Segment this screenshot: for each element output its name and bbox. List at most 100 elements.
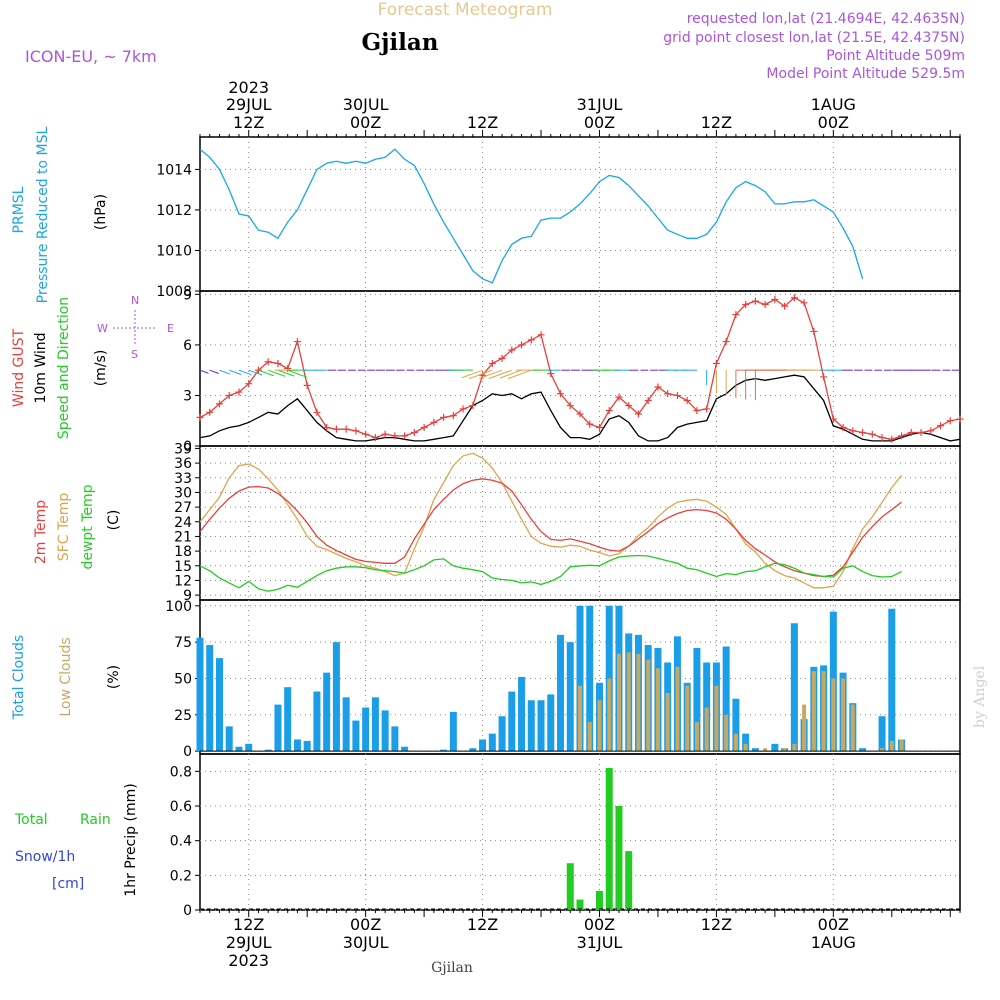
total-cloud-bar [196,637,204,752]
total-cloud-bar [274,704,282,752]
top-time-hour: 00Z [818,113,849,132]
gust-marker [410,429,418,437]
gust-marker [215,400,223,408]
total-cloud-bar [401,746,409,752]
y-tick-label: 100 [165,599,192,615]
gust-marker [849,427,857,435]
gust-marker [245,380,253,388]
precip-unit: 1hr Precip (mm) [123,783,139,896]
gust-marker [488,359,496,367]
pressure-label-2: Pressure Reduced to MSL [35,126,51,303]
total-cloud-bar [790,623,798,752]
top-time-year: 2023 [228,78,269,97]
gust-marker [264,358,272,366]
wind-direction-arrow [209,369,219,374]
compass-n: N [131,294,139,307]
top-time-hour: 00Z [350,113,381,132]
low-cloud-bar [616,653,621,752]
gust-marker [654,383,662,391]
gust-marker [937,422,945,430]
low-cloud-bar [743,743,748,752]
y-tick-label: 3 [183,388,192,404]
y-tick-label: 0.8 [170,764,192,780]
total-cloud-bar [264,749,272,752]
total-cloud-bar [303,740,311,752]
total-cloud-bar [547,694,555,752]
wind-direction-arrow [219,369,231,375]
low-cloud-bar [578,685,582,752]
low-cloud-bar [685,685,690,752]
wind-direction-arrow [469,369,493,380]
y-tick-label: 12 [174,573,192,589]
panel-frame-4 [199,753,961,911]
gust-marker [206,408,214,416]
total-cloud-bar [352,720,360,752]
pressure-label-1: PRMSL [11,186,27,233]
total-cloud-bar [245,743,253,752]
y-tick-label: 1012 [156,203,192,219]
low-cloud-bar [724,714,729,752]
gust-marker [605,407,613,415]
precip-bar [615,806,623,910]
total-cloud-bar [206,645,214,752]
bottom-time-date: 29JUL [226,933,272,952]
total-cloud-bar [566,642,574,752]
y-tick-label: 0 [183,903,192,919]
bottom-time-hour: 00Z [818,915,849,934]
low-cloud-bar [655,668,660,752]
y-tick-label: 1010 [156,243,192,259]
low-cloud-bar [675,666,680,752]
model-label: ICON-EU, ~ 7km [25,47,157,66]
total-cloud-bar [342,697,350,752]
gust-marker [800,299,808,307]
gust-marker [371,434,379,442]
total-cloud-bar [440,749,448,752]
y-tick-label: 1014 [156,162,192,178]
total-cloud-bar [878,716,886,752]
wind-unit: (m/s) [93,350,109,387]
gust-marker [761,300,769,308]
snow-label: Snow/1h [15,849,75,865]
y-tick-label: 27 [174,500,192,516]
bottom-time-year: 2023 [228,951,269,970]
y-tick-label: 15 [174,559,192,575]
bottom-time-hour: 00Z [584,915,615,934]
compass-s: S [131,348,138,361]
gust-marker [625,402,633,410]
gust-marker [820,373,828,381]
bottom-time-hour: 12Z [467,915,498,934]
point-altitude: Point Altitude 509m [826,48,965,64]
gust-marker [225,391,233,399]
low-cloud-bar [714,685,719,752]
top-time-hour: 12Z [467,113,498,132]
gust-marker [537,331,545,339]
total-cloud-bar [449,711,457,752]
gust-marker [693,407,701,415]
y-tick-label: 0.2 [170,868,192,884]
y-tick-label: 0.6 [170,799,192,815]
y-tick-label: 0 [183,744,192,760]
precip-bar [595,890,603,910]
total-cloud-bar [225,726,233,752]
requested-coords: requested lon,lat (21.4694E, 42.4635N) [687,11,965,27]
total-cloud-bar [362,707,370,752]
super-title: Forecast Meteogram [378,0,553,20]
total-cloud-bar [488,733,496,752]
total-cloud-bar [215,658,223,752]
pressure-unit: (hPa) [93,194,109,230]
top-time-date: 1AUG [811,95,856,114]
top-time-hour: 00Z [584,113,615,132]
wind-direction-arrow [499,369,522,379]
gust-marker [449,412,457,420]
gust-marker [907,429,915,437]
total-cloud-bar [576,605,584,752]
wind-direction-arrow [287,369,308,378]
panel-frame-1 [199,290,961,447]
dewpoint-line [199,554,902,592]
gust-marker [576,410,584,418]
gust-marker [956,415,964,423]
low-cloud-bar [802,704,807,752]
panel-frame-0 [199,136,961,292]
total-cloud-bar [527,700,535,752]
gust-marker [430,418,438,426]
